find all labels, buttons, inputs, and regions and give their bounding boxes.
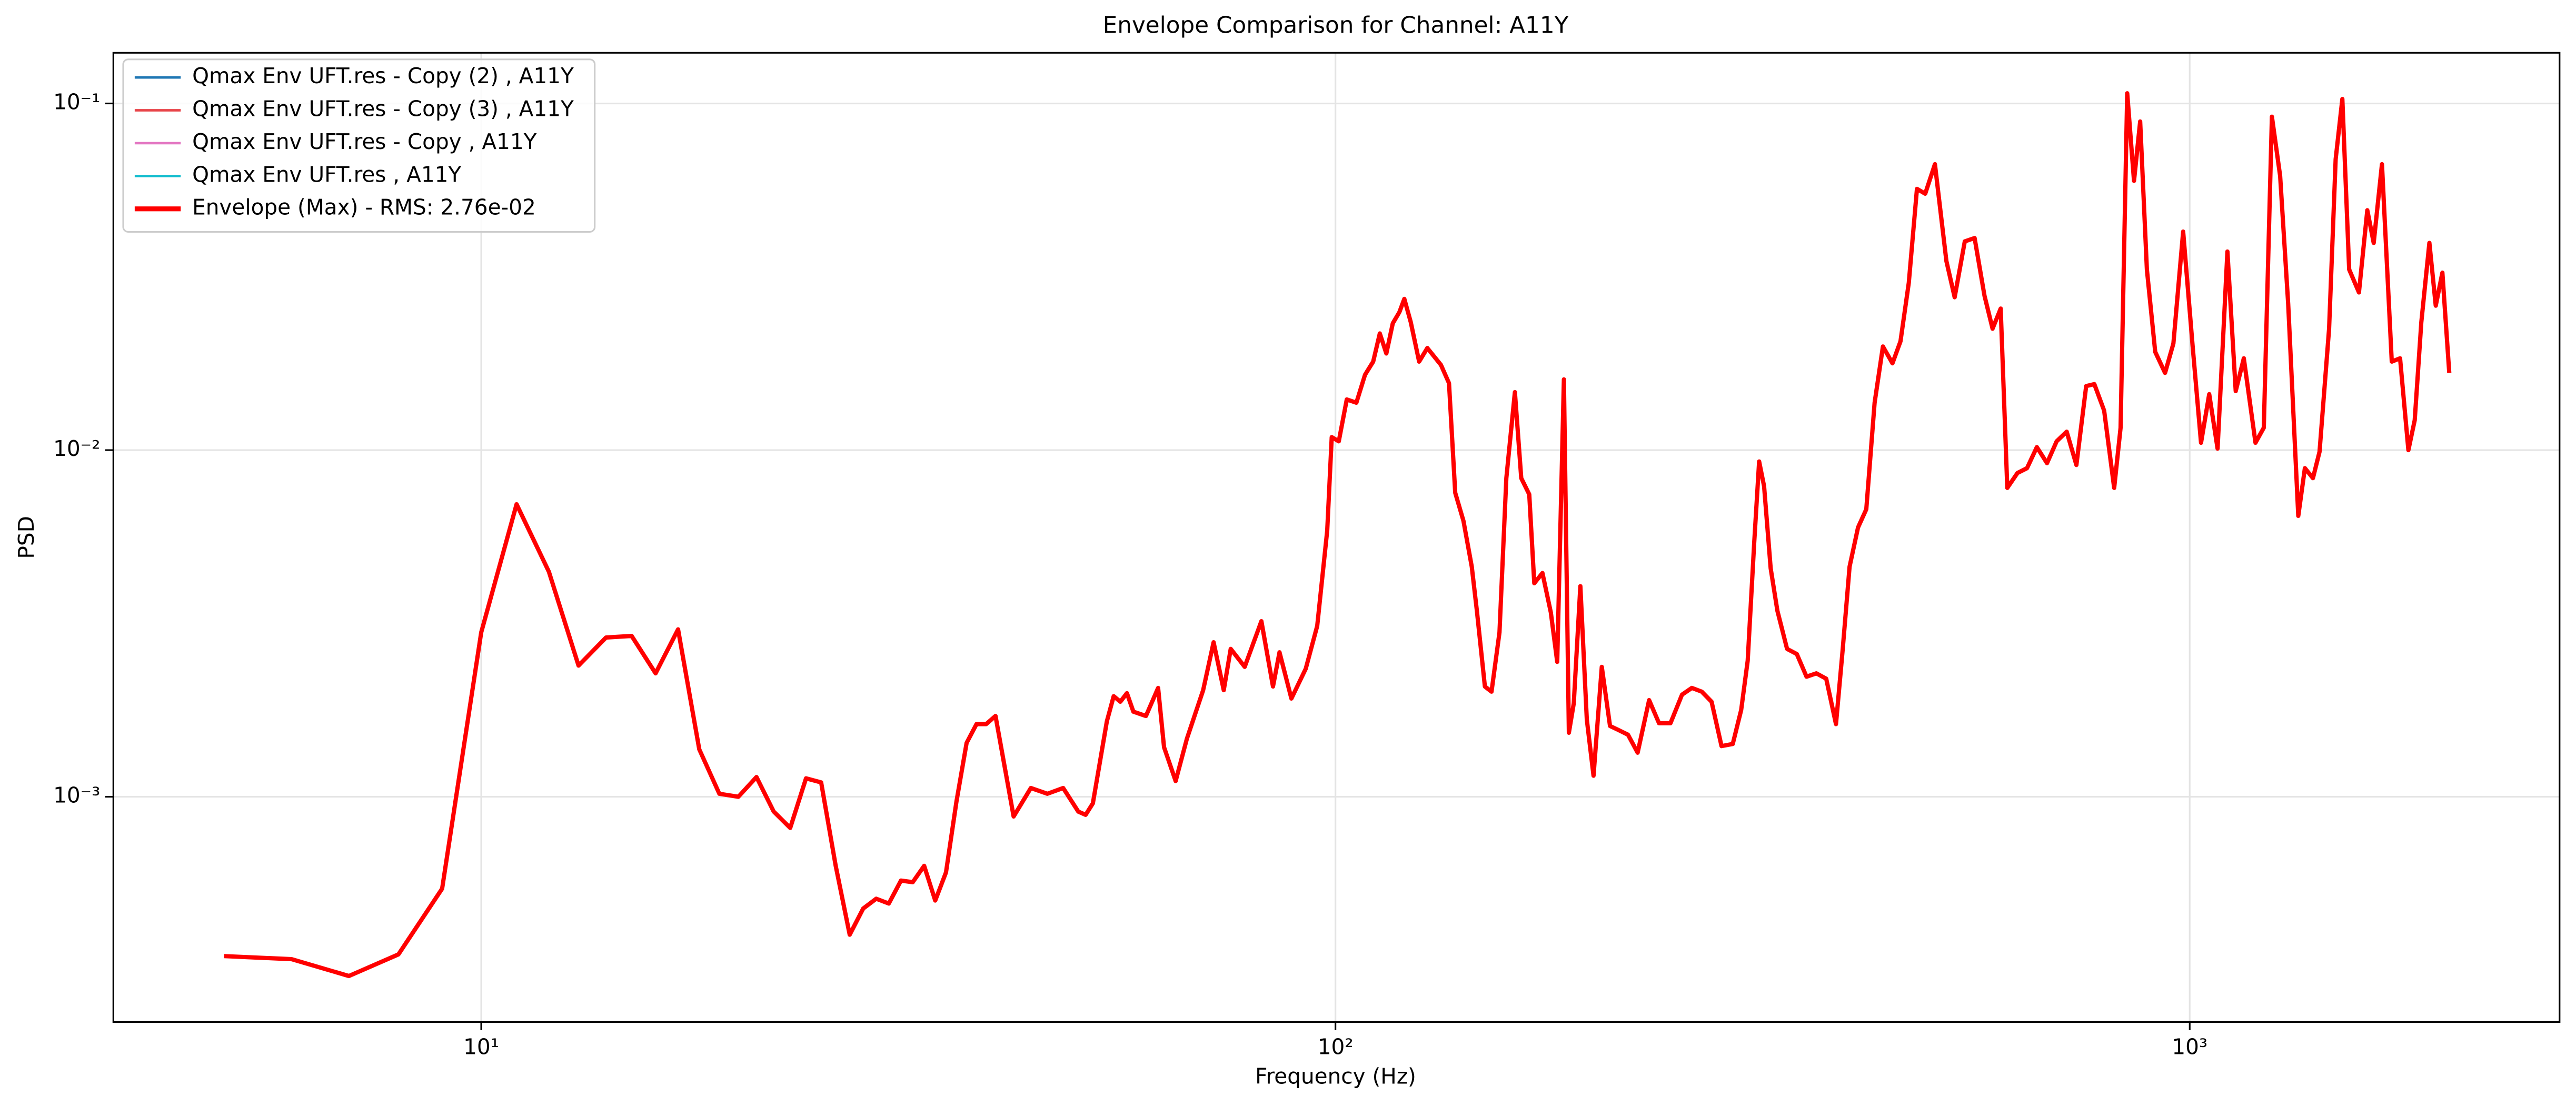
x-axis-label: Frequency (Hz): [1255, 1064, 1416, 1089]
legend-box: [122, 58, 596, 233]
y-tick-label: 10⁻²: [53, 436, 100, 461]
legend: Qmax Env UFT.res - Copy (2) , A11Y Qmax E…: [122, 58, 596, 233]
y-tick-label: 10⁻¹: [53, 89, 100, 115]
x-tick-label: 10³: [2172, 1034, 2207, 1059]
legend-label: Qmax Env UFT.res - Copy (3) , A11Y: [192, 96, 574, 122]
y-tick-label: 10⁻³: [53, 783, 100, 808]
x-tick-label: 10¹: [463, 1034, 499, 1059]
plot-area: [224, 91, 2452, 979]
axes-frame: [112, 52, 2561, 1023]
legend-label: Qmax Env UFT.res - Copy , A11Y: [192, 129, 537, 154]
data-line: [224, 91, 2452, 979]
y-axis-label: PSD: [14, 516, 39, 559]
legend-label: Qmax Env UFT.res , A11Y: [192, 162, 461, 187]
legend-label: Envelope (Max) - RMS: 2.76e-02: [192, 195, 536, 220]
chart-title: Envelope Comparison for Channel: A11Y: [1103, 12, 1569, 38]
legend-label: Qmax Env UFT.res - Copy (2) , A11Y: [192, 63, 574, 88]
x-tick-label: 10²: [1318, 1034, 1354, 1059]
